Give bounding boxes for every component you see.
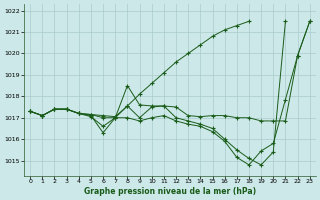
X-axis label: Graphe pression niveau de la mer (hPa): Graphe pression niveau de la mer (hPa) — [84, 187, 256, 196]
